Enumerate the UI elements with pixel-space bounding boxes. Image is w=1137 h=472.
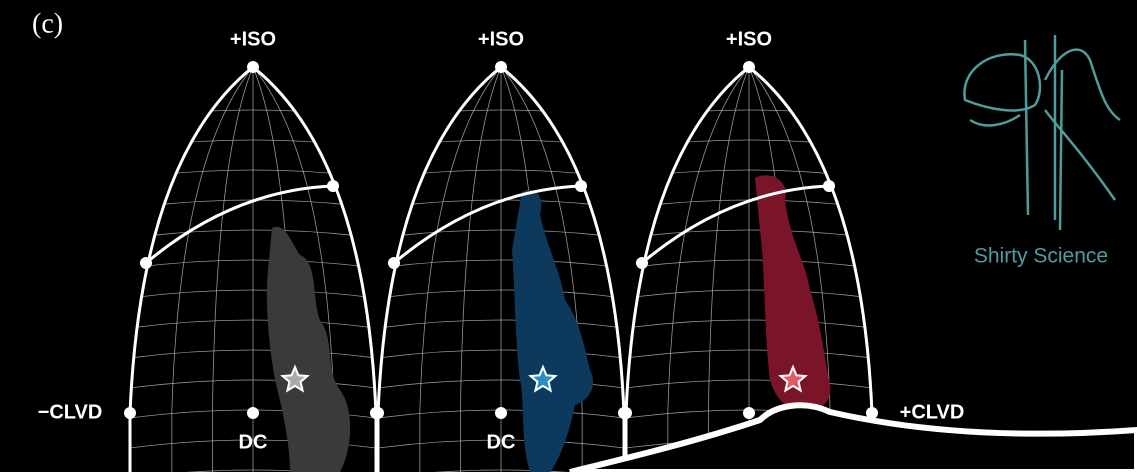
parallel — [626, 259, 872, 269]
parallel — [130, 469, 376, 472]
best-fit-star — [528, 364, 558, 393]
parallel — [626, 229, 872, 239]
parallel — [130, 349, 376, 359]
node — [495, 407, 507, 419]
meridian — [748, 67, 831, 472]
parallel — [378, 229, 624, 239]
parallel — [130, 319, 376, 329]
node — [388, 257, 400, 269]
left-label: −CLVD — [38, 401, 103, 423]
panel-label: (c) — [32, 8, 63, 39]
right-label: +CLVD — [900, 401, 965, 423]
parallel — [378, 319, 624, 329]
watermark-logo — [963, 35, 1121, 231]
solution-cloud — [266, 226, 351, 472]
parallel — [130, 379, 376, 389]
node — [866, 407, 878, 419]
solution-cloud — [512, 189, 594, 472]
node — [124, 407, 136, 419]
node — [575, 180, 587, 192]
best-fit-star — [778, 364, 808, 393]
lune: +ISO DC — [372, 28, 630, 472]
parallel — [378, 289, 624, 299]
top-label: +ISO — [726, 28, 772, 50]
parallel — [378, 259, 624, 269]
meridian — [419, 67, 502, 472]
node — [743, 61, 755, 73]
dc-arc — [641, 184, 830, 265]
meridian — [171, 67, 254, 472]
parallel — [626, 319, 872, 329]
node — [743, 407, 755, 419]
parallel — [130, 259, 376, 269]
parallel — [378, 439, 624, 449]
watermark-text: Shirty Science — [974, 245, 1108, 268]
meridian — [252, 67, 335, 472]
parallel — [378, 349, 624, 359]
top-label: +ISO — [230, 28, 276, 50]
parallel — [626, 289, 872, 299]
parallel — [378, 469, 624, 472]
node — [620, 407, 632, 419]
node — [495, 61, 507, 73]
bottom-label: DC — [487, 431, 516, 453]
dc-arc — [393, 184, 582, 265]
meridian — [460, 67, 502, 472]
parallel — [626, 349, 872, 359]
meridian — [212, 67, 254, 472]
meridian — [708, 67, 750, 472]
node — [247, 61, 259, 73]
parallel — [130, 229, 376, 239]
node — [327, 180, 339, 192]
solution-cloud — [755, 175, 831, 412]
lune: +ISO DC — [124, 28, 382, 472]
top-label: +ISO — [478, 28, 524, 50]
bottom-label: DC — [239, 431, 268, 453]
torn-edge — [569, 402, 1137, 472]
meridian — [667, 67, 750, 472]
node — [636, 257, 648, 269]
parallel — [378, 379, 624, 389]
node — [823, 180, 835, 192]
node — [140, 257, 152, 269]
best-fit-star — [280, 364, 310, 393]
dc-arc — [145, 184, 334, 265]
lune: +ISO — [620, 28, 878, 472]
parallel — [130, 289, 376, 299]
node — [372, 407, 384, 419]
parallel — [626, 379, 872, 389]
lune-plots: +ISO DC +ISO DC +ISO — [124, 28, 878, 472]
node — [247, 407, 259, 419]
